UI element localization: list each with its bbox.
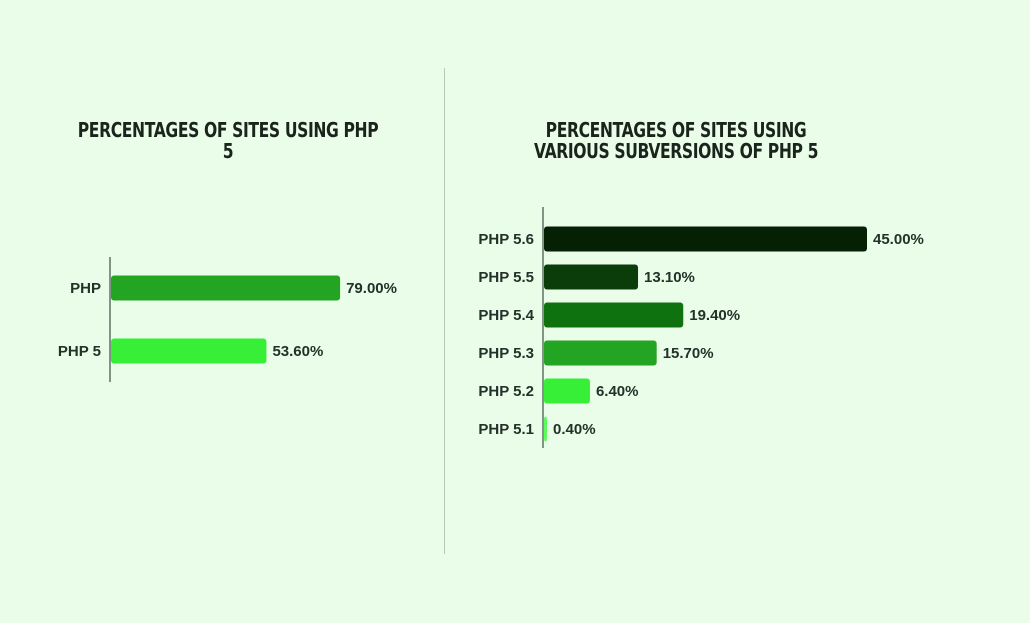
- bar-php-5-4: [544, 302, 684, 328]
- category-label: PHP: [70, 280, 101, 297]
- right-chart-title: PERCENTAGES OF SITES USING VARIOUS SUBVE…: [533, 118, 819, 163]
- value-label: 0.40%: [553, 421, 596, 438]
- bar-php-5-5: [544, 264, 639, 290]
- bar-php-5-3: [544, 340, 657, 366]
- value-label: 79.00%: [346, 280, 397, 297]
- category-label: PHP 5.1: [478, 421, 534, 438]
- value-label: 13.10%: [644, 269, 695, 286]
- category-label: PHP 5.4: [478, 307, 534, 324]
- right-bar-chart: PHP 5.6 45.00% PHP 5.5 13.10% PHP 5.4 19.40% P…: [478, 207, 924, 448]
- category-label: PHP 5: [58, 343, 101, 360]
- left-chart-title: PERCENTAGES OF SITES USING PHP 5: [77, 118, 379, 163]
- left-bar-chart: PHP 79.00% PHP 5 53.60%: [58, 257, 397, 382]
- value-label: 45.00%: [873, 231, 924, 248]
- bar-php-5-6: [544, 226, 867, 252]
- bar-php-5-1: [544, 416, 547, 442]
- value-label: 53.60%: [272, 343, 323, 360]
- bar-php-5-2: [544, 378, 590, 404]
- category-label: PHP 5.3: [478, 345, 534, 362]
- bar-php: [111, 275, 341, 301]
- category-label: PHP 5.5: [478, 269, 534, 286]
- value-label: 19.40%: [689, 307, 740, 324]
- category-label: PHP 5.6: [478, 231, 534, 248]
- value-label: 6.40%: [596, 383, 639, 400]
- bar-php-5: [111, 338, 267, 364]
- category-label: PHP 5.2: [478, 383, 534, 400]
- value-label: 15.70%: [663, 345, 714, 362]
- panel-divider: [444, 68, 445, 554]
